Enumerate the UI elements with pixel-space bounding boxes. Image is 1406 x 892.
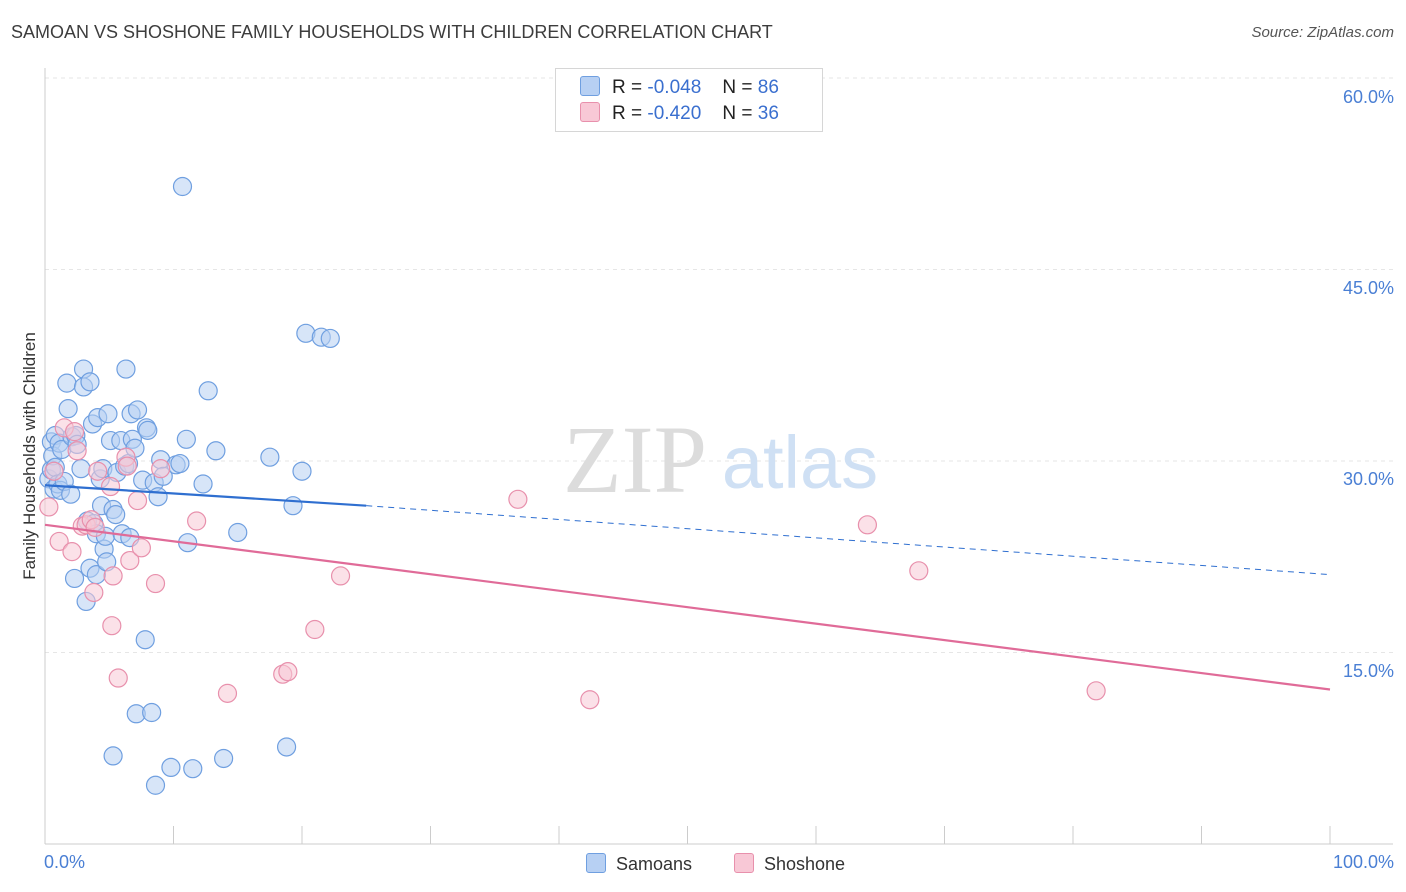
legend-r-value: -0.048: [647, 77, 702, 98]
point-samoans-37: [98, 404, 118, 424]
point-samoans-46: [116, 359, 136, 379]
point-samoans-13: [58, 399, 78, 419]
x-axis-max-label: 100.0%: [1332, 852, 1394, 872]
legend-r-label: R =: [612, 103, 643, 124]
y-tick-60: 60.0%: [1342, 87, 1394, 107]
point-samoans-16: [64, 568, 85, 589]
point-samoans-74: [214, 748, 234, 769]
point-shoshone-18: [117, 456, 137, 476]
watermark-zip: ZIP: [563, 406, 707, 513]
point-samoans-78: [283, 496, 303, 516]
point-shoshone-21: [131, 538, 151, 558]
point-shoshone-32: [857, 515, 878, 535]
shoshone-label: Shoshone: [764, 854, 846, 874]
point-samoans-57: [138, 420, 158, 440]
point-samoans-24: [80, 372, 100, 392]
bottom-legend-samoans[interactable]: Samoans: [586, 853, 692, 875]
point-samoans-70: [183, 759, 203, 779]
legend-r-label: R =: [612, 77, 643, 98]
point-samoans-58: [142, 702, 162, 723]
point-shoshone-24: [187, 511, 207, 531]
point-shoshone-19: [120, 550, 140, 571]
point-samoans-66: [170, 453, 190, 474]
legend-row-shoshone: R = -0.420 N = 36: [580, 102, 779, 126]
trend-line-samoans: [44, 484, 367, 507]
trend-lines: [44, 484, 1331, 691]
point-shoshone-20: [127, 490, 148, 511]
point-shoshone-33: [909, 561, 929, 581]
legend-swatch-shoshone: [580, 102, 600, 122]
trend-extension-samoans: [366, 505, 1331, 576]
point-shoshone-0: [39, 497, 59, 517]
point-shoshone-30: [508, 489, 528, 509]
legend-r-value: -0.420: [647, 103, 702, 124]
watermark: ZIP atlas: [563, 406, 878, 513]
point-shoshone-28: [305, 619, 325, 640]
x-axis-min-label: 0.0%: [44, 852, 86, 872]
point-samoans-68: [176, 429, 196, 449]
point-samoans-64: [161, 757, 181, 778]
y-tick-30: 30.0%: [1342, 469, 1394, 489]
legend: R = -0.048 N = 86 R = -0.420 N = 36: [555, 68, 823, 132]
point-samoans-82: [320, 328, 340, 349]
point-samoans-39: [103, 746, 123, 766]
point-shoshone-4: [62, 542, 82, 562]
point-shoshone-6: [67, 441, 87, 461]
legend-n-label: N =: [722, 77, 753, 98]
watermark-atlas: atlas: [722, 421, 878, 504]
point-shoshone-34: [1086, 681, 1106, 701]
samoans-label: Samoans: [616, 854, 693, 874]
axes: [44, 68, 1393, 845]
chart-title: SAMOAN VS SHOSHONE FAMILY HOUSEHOLDS WIT…: [11, 22, 773, 42]
point-shoshone-31: [580, 690, 600, 710]
point-shoshone-12: [88, 461, 108, 481]
legend-row-samoans: R = -0.048 N = 86: [580, 76, 779, 100]
legend-swatch-samoans: [580, 76, 600, 96]
point-samoans-75: [228, 522, 248, 543]
point-shoshone-11: [85, 517, 105, 537]
legend-n-value: 86: [757, 77, 779, 98]
point-shoshone-22: [145, 573, 166, 594]
point-samoans-60: [145, 775, 166, 795]
point-samoans-14: [61, 484, 81, 504]
point-samoans-72: [198, 381, 218, 401]
point-samoans-61: [148, 487, 168, 507]
point-samoans-76: [260, 447, 280, 467]
legend-n-label: N =: [722, 103, 753, 124]
point-shoshone-25: [217, 683, 238, 703]
point-shoshone-5: [64, 422, 85, 442]
point-shoshone-15: [103, 566, 123, 586]
point-shoshone-29: [330, 566, 351, 586]
point-shoshone-14: [102, 616, 122, 636]
point-samoans-41: [106, 505, 126, 525]
point-shoshone-27: [278, 662, 298, 682]
point-samoans-12: [57, 373, 77, 393]
y-axis-label: Family Households with Children: [20, 332, 39, 580]
trend-line-shoshone: [44, 523, 1331, 691]
scatter-points: [39, 176, 1106, 795]
point-samoans-71: [193, 474, 213, 494]
y-tick-45: 45.0%: [1342, 278, 1394, 298]
bottom-legend-shoshone[interactable]: Shoshone: [734, 853, 845, 875]
point-samoans-53: [127, 400, 148, 420]
point-shoshone-16: [108, 668, 128, 688]
gridlines: [45, 77, 1393, 653]
y-tick-15: 15.0%: [1342, 661, 1394, 681]
point-shoshone-2: [49, 531, 69, 552]
point-shoshone-23: [151, 459, 171, 479]
shoshone-swatch: [734, 853, 754, 873]
point-samoans-19: [71, 459, 91, 479]
source-label: Source: ZipAtlas.com: [1251, 24, 1394, 41]
point-samoans-77: [276, 737, 297, 757]
point-shoshone-10: [84, 582, 104, 603]
point-shoshone-1: [44, 461, 64, 481]
point-samoans-79: [292, 461, 312, 481]
point-samoans-67: [172, 176, 193, 197]
point-samoans-55: [135, 630, 155, 650]
legend-n-value: 36: [757, 103, 779, 124]
samoans-swatch: [586, 853, 606, 873]
point-samoans-73: [206, 441, 226, 461]
point-shoshone-13: [100, 476, 121, 497]
